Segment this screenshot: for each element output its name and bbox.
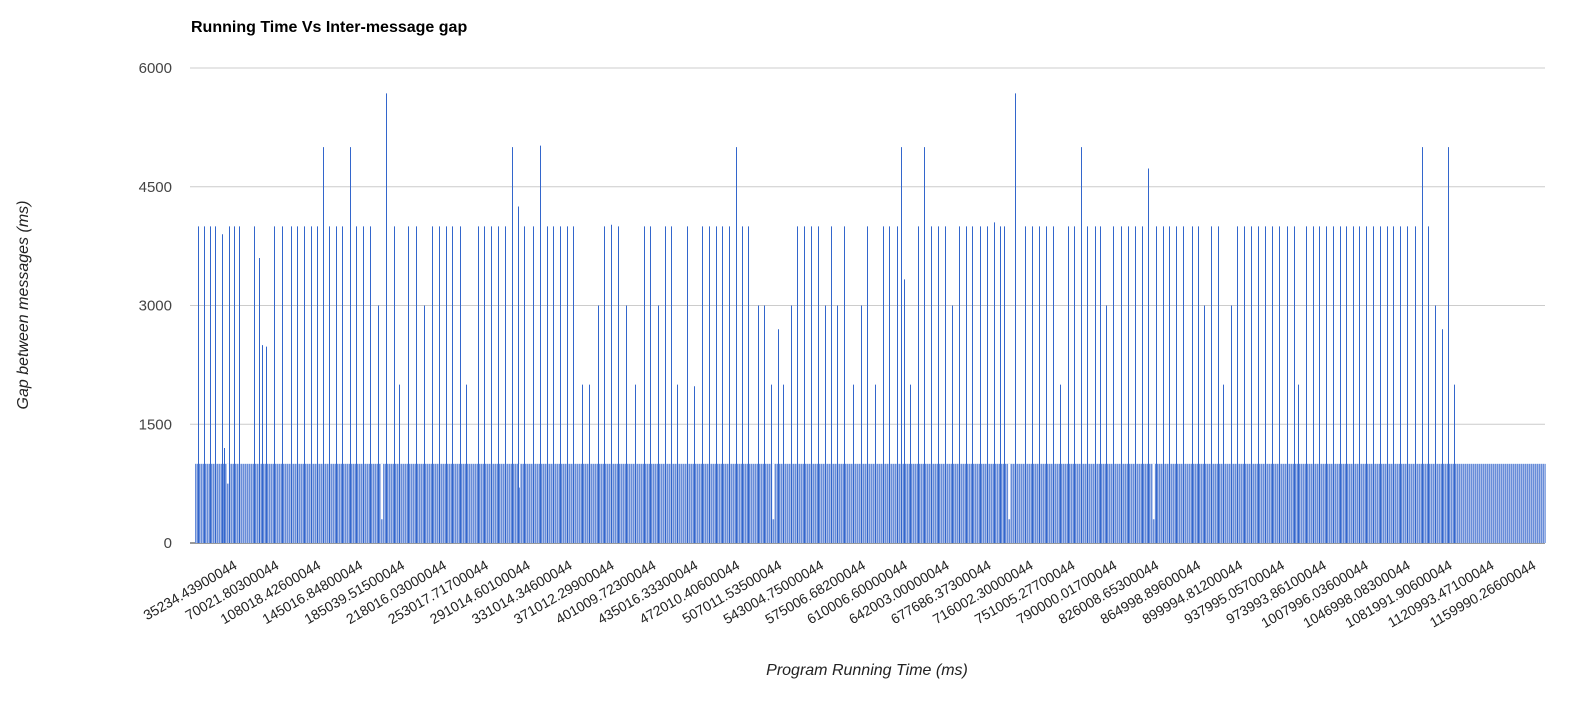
y-axis-title: Gap between messages (ms)	[15, 201, 32, 410]
x-axis-ticks: 35234.4390004470021.80300044108018.42600…	[140, 557, 1538, 631]
chart-title: Running Time Vs Inter-message gap	[191, 19, 468, 36]
bar-dip	[1008, 463, 1011, 520]
bar-dip	[381, 463, 384, 520]
y-axis-ticks: 0 1500 3000 4500 6000	[139, 60, 172, 552]
y-tick-label: 1500	[139, 416, 172, 433]
y-tick-label: 3000	[139, 298, 172, 315]
y-tick-label: 6000	[139, 60, 172, 77]
y-tick-label: 4500	[139, 179, 172, 196]
y-tick-label: 0	[164, 535, 172, 552]
bar-dip	[226, 463, 229, 484]
x-axis-title: Program Running Time (ms)	[766, 662, 968, 679]
bar-series	[195, 93, 1546, 543]
bar-dip	[1152, 463, 1155, 520]
bar-dip	[772, 463, 775, 520]
